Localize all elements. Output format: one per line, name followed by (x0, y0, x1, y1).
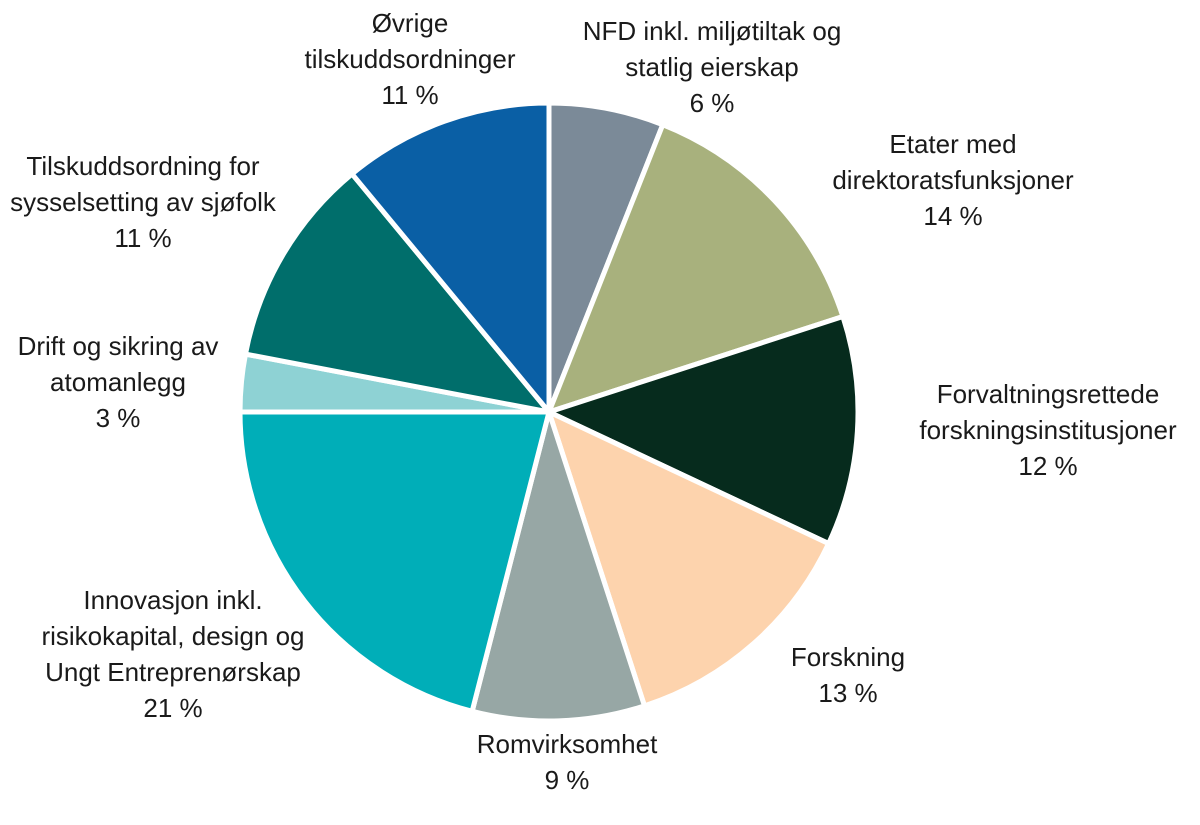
pie-slice-forskning (544, 407, 832, 710)
slice-value-label: 11 % (381, 80, 438, 110)
slice-value-label: 6 % (690, 88, 735, 118)
slice-label-line: Ungt Entreprenørskap (45, 657, 301, 687)
slice-label-line: direktoratsfunksjoner (832, 165, 1074, 195)
slice-value-label: 11 % (114, 223, 171, 253)
pie-labels: NFD inkl. miljøtiltak og statlig eierskap… (10, 8, 1177, 795)
slice-label-atom: Drift og sikring av atomanlegg 3 % (18, 331, 219, 433)
pie-slice-rom (469, 403, 648, 724)
pie-slices (237, 100, 861, 724)
slice-label-nfd: NFD inkl. miljøtiltak og statlig eierskap… (583, 16, 842, 118)
slice-label-forskning: Forskning 13 % (791, 642, 905, 708)
slice-label-line: Etater med (889, 129, 1016, 159)
slice-label-line: atomanlegg (50, 367, 186, 397)
slice-value-label: 3 % (96, 403, 141, 433)
slice-label-line: Forskning (791, 642, 905, 672)
slice-label-line: Forvaltningsrettede (937, 379, 1160, 409)
slice-label-line: sysselsetting av sjøfolk (10, 187, 277, 217)
slice-label-line: NFD inkl. miljøtiltak og (583, 16, 842, 46)
slice-value-label: 9 % (545, 765, 590, 795)
slice-label-sjofolk: Tilskuddsordning for sysselsetting av sjø… (10, 151, 277, 253)
slice-label-innovasjon: Innovasjon inkl. risikokapital, design og… (41, 585, 304, 723)
slice-label-rom: Romvirksomhet 9 % (477, 729, 658, 795)
slice-value-label: 21 % (143, 693, 202, 723)
pie-slice-forvaltning (542, 313, 861, 547)
slice-label-line: statlig eierskap (625, 52, 798, 82)
slice-label-line: Romvirksomhet (477, 729, 658, 759)
slice-label-line: Drift og sikring av (18, 331, 219, 361)
pie-slice-ovrige (348, 100, 552, 419)
slice-label-ovrige: Øvrige tilskuddsordninger 11 % (304, 8, 515, 110)
pie-slice-innovasjon (237, 409, 553, 715)
slice-value-label: 12 % (1018, 451, 1077, 481)
slice-label-line: Øvrige (372, 8, 449, 38)
slice-label-etater: Etater med direktoratsfunksjoner 14 % (832, 129, 1074, 231)
slice-value-label: 14 % (923, 201, 982, 231)
slice-label-line: forskningsinstitusjoner (919, 415, 1177, 445)
slice-value-label: 13 % (818, 678, 877, 708)
slice-label-line: tilskuddsordninger (304, 44, 515, 74)
slice-label-forvaltning: Forvaltningsrettede forskningsinstitusjon… (919, 379, 1177, 481)
slice-label-line: risikokapital, design og (41, 621, 304, 651)
slice-label-line: Innovasjon inkl. (83, 585, 262, 615)
slice-label-line: Tilskuddsordning for (26, 151, 259, 181)
pie-slice-sjofolk (242, 170, 556, 416)
